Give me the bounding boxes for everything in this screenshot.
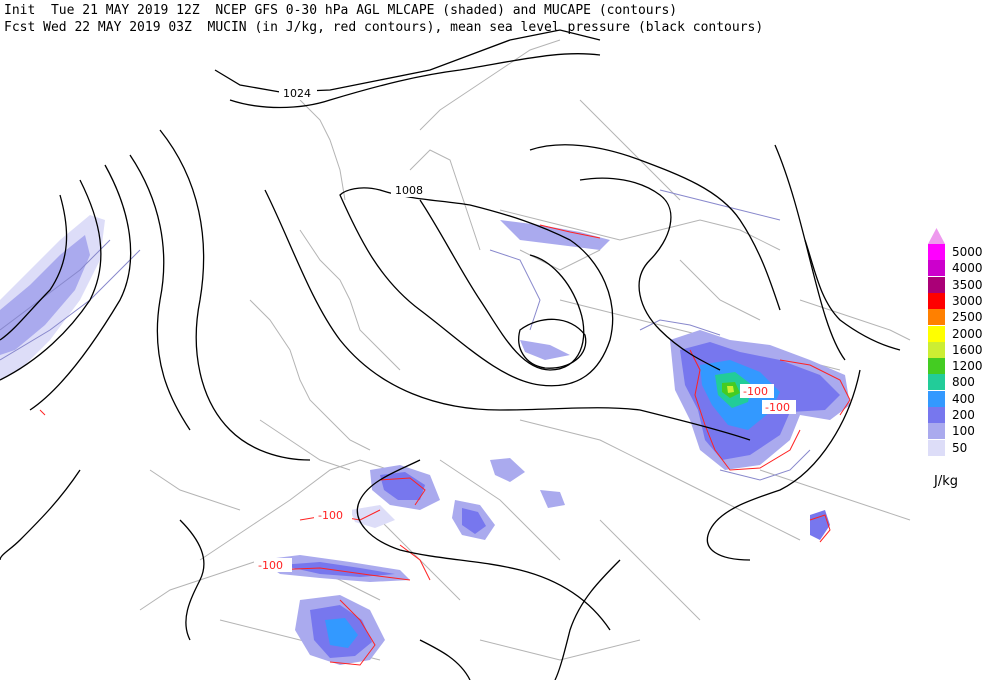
legend-label: 50 — [952, 440, 968, 455]
legend-arrow — [928, 228, 945, 244]
legend-units: J/kg — [934, 474, 958, 489]
legend-label: 3000 — [952, 293, 983, 308]
legend-item: 50 — [928, 439, 998, 456]
legend-swatch — [928, 325, 945, 342]
legend-item: 2000 — [928, 325, 998, 342]
legend-item: 400 — [928, 390, 998, 407]
cin-label-bg — [314, 508, 352, 522]
legend-item: 2500 — [928, 309, 998, 326]
legend-swatch — [928, 309, 945, 326]
legend-label: 100 — [952, 424, 975, 439]
legend-label: 200 — [952, 408, 975, 422]
legend-label: 5000 — [952, 245, 983, 259]
isobar-label-high: 1024 — [283, 87, 311, 100]
cin-label-bg — [762, 400, 796, 414]
coastlines — [139, 39, 911, 661]
legend-label: 800 — [952, 375, 975, 390]
legend-item: 100 — [928, 423, 998, 440]
cin-label: -100 — [258, 559, 283, 572]
map-header: Init Tue 21 MAY 2019 12Z NCEP GFS 0-30 h… — [4, 2, 904, 36]
mucin-contours — [39, 224, 851, 666]
header-line-2: Fcst Wed 22 MAY 2019 03Z MUCIN (in J/kg,… — [4, 20, 764, 35]
header-line-1: Init Tue 21 MAY 2019 12Z NCEP GFS 0-30 h… — [4, 3, 678, 18]
isobar-label-low: 1008 — [395, 184, 423, 197]
cin-label-bg — [254, 558, 292, 572]
legend-swatch — [928, 374, 945, 391]
cin-label: -100 — [318, 509, 343, 522]
isobar-label-bg-high — [279, 86, 317, 100]
legend-swatch — [928, 341, 945, 358]
legend-label: 3500 — [952, 277, 983, 292]
legend-label: 400 — [952, 391, 975, 406]
legend-item: 1200 — [928, 358, 998, 375]
legend-label: 2000 — [952, 326, 983, 341]
mlcape-shading — [0, 215, 850, 665]
legend-item: 800 — [928, 374, 998, 391]
legend-item: 3000 — [928, 292, 998, 309]
legend-item: 4000 — [928, 260, 998, 277]
legend-label: 1200 — [952, 359, 983, 374]
legend-swatch — [928, 292, 945, 309]
isobar-label-bg-low — [391, 183, 429, 197]
legend-item: 5000 — [928, 244, 998, 260]
legend-swatch — [928, 244, 945, 260]
legend-item: 1600 — [928, 341, 998, 358]
cin-label-bg — [740, 384, 774, 398]
legend-label: 4000 — [952, 261, 983, 276]
cin-label: -100 — [743, 385, 768, 398]
legend-item: 200 — [928, 407, 998, 423]
legend-swatch — [928, 439, 945, 456]
cin-label: -100 — [765, 401, 790, 414]
legend-swatch — [928, 390, 945, 407]
isobars — [0, 29, 901, 680]
legend-swatch — [928, 407, 945, 423]
legend-item: 3500 — [928, 276, 998, 293]
legend-label: 2500 — [952, 310, 983, 325]
legend-swatch — [928, 358, 945, 375]
legend-swatch — [928, 260, 945, 277]
legend-swatch — [928, 423, 945, 440]
legend-swatch — [928, 276, 945, 293]
legend-label: 1600 — [952, 342, 983, 357]
